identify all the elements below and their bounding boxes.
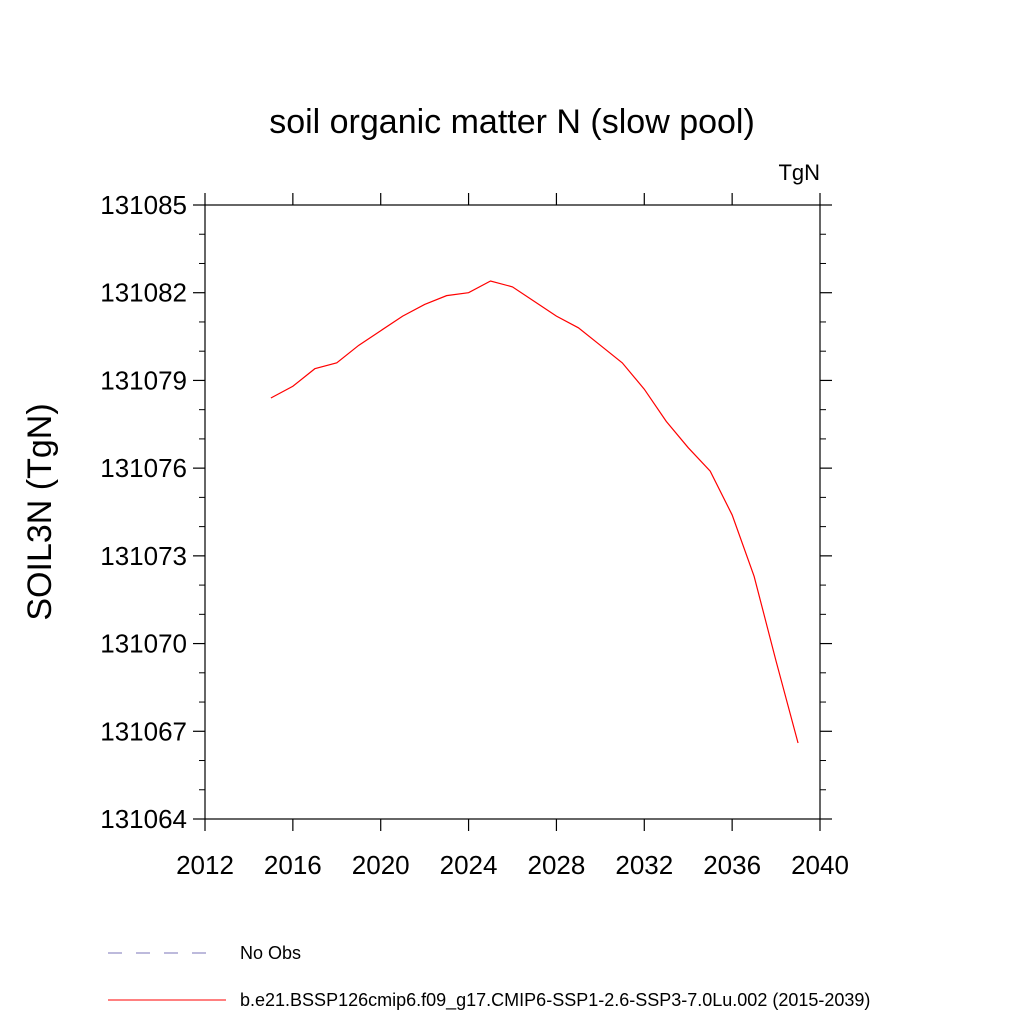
y-tick-label: 131067	[100, 716, 187, 746]
y-tick-label: 131079	[100, 365, 187, 395]
x-tick-label: 2024	[440, 850, 498, 880]
x-tick-label: 2016	[264, 850, 322, 880]
y-tick-label: 131070	[100, 629, 187, 659]
x-tick-label: 2020	[352, 850, 410, 880]
y-tick-label: 131076	[100, 453, 187, 483]
legend: No Obs b.e21.BSSP126cmip6.f09_g17.CMIP6-…	[108, 943, 870, 1011]
y-tick-label: 131082	[100, 278, 187, 308]
legend-label-model: b.e21.BSSP126cmip6.f09_g17.CMIP6-SSP1-2.…	[240, 990, 870, 1011]
series-layer	[270, 280, 799, 744]
y-tick-label: 131064	[100, 804, 187, 834]
x-tick-label: 2040	[791, 850, 849, 880]
x-tick-label: 2032	[615, 850, 673, 880]
legend-label-no-obs: No Obs	[240, 943, 301, 963]
series-line-0	[270, 280, 799, 744]
plot-frame	[204, 204, 821, 820]
y-axis: 131064 131067 131070 131073 131076 131079 1310…	[100, 190, 832, 834]
y-axis-label: SOIL3N (TgN)	[21, 403, 59, 620]
chart-title: soil organic matter N (slow pool)	[269, 103, 755, 141]
chart-units: TgN	[778, 160, 820, 185]
x-tick-label: 2036	[703, 850, 761, 880]
y-tick-label: 131085	[100, 190, 187, 220]
x-axis: 2012 2016 2020 2024 2028 2032 2036 2040	[176, 193, 849, 880]
y-tick-label: 131073	[100, 541, 187, 571]
x-tick-label: 2012	[176, 850, 234, 880]
x-tick-label: 2028	[528, 850, 586, 880]
